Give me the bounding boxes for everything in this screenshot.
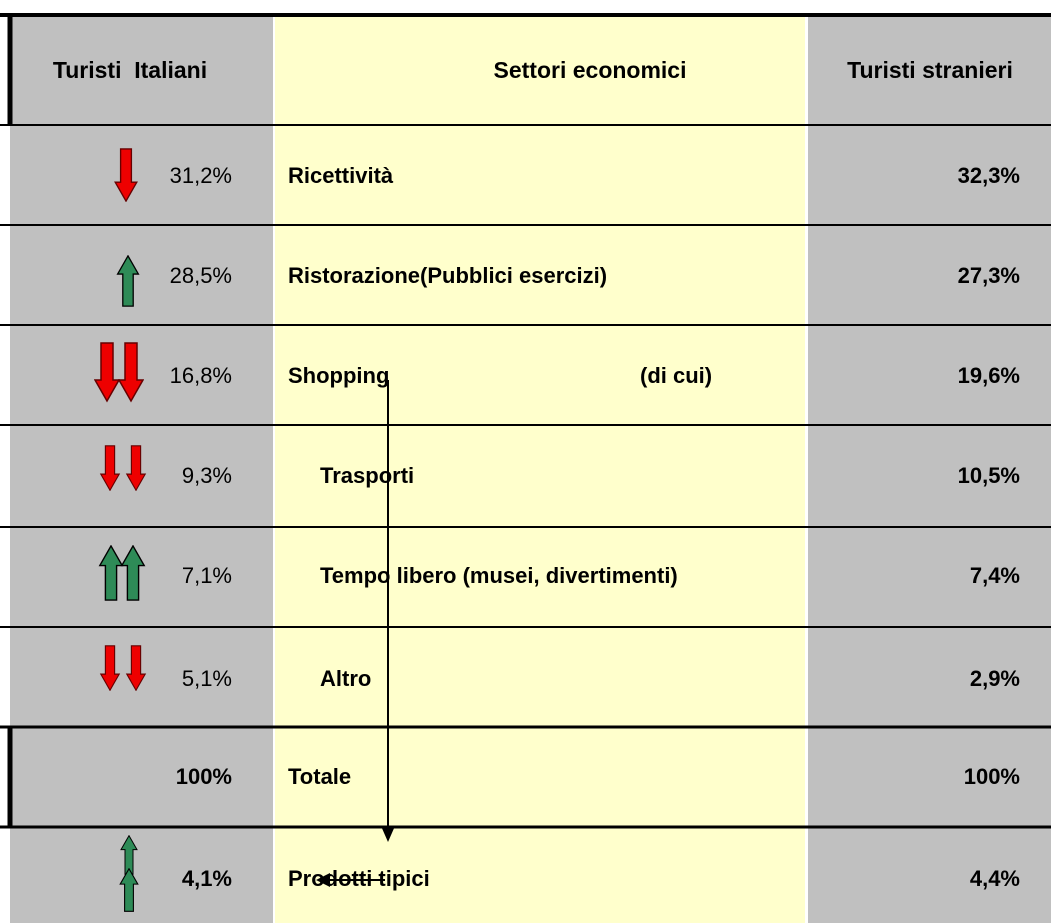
col-bg (10, 15, 273, 923)
cell-settore: Ristorazione(Pubblici esercizi) (288, 263, 607, 288)
cell-stranieri: 2,9% (970, 666, 1020, 691)
rows: 31,2% Ricettività 32,3% 28,5% Ristorazione(P… (170, 163, 1020, 891)
cell-stranieri: 10,5% (958, 463, 1020, 488)
cell-settore: Shopping (288, 363, 389, 388)
col-bg (808, 15, 1051, 923)
cell-italiani: 5,1% (182, 666, 232, 691)
header: Settori economici (494, 57, 687, 83)
header: Turisti Italiani (53, 57, 207, 83)
cell-settore: Totale (288, 764, 351, 789)
cell-italiani: 28,5% (170, 263, 232, 288)
cell-stranieri: 100% (964, 764, 1020, 789)
cell-stranieri: 7,4% (970, 563, 1020, 588)
cell-italiani: 31,2% (170, 163, 232, 188)
arrows (94, 148, 395, 912)
header: Turisti stranieri (847, 57, 1013, 83)
cell-settore: Prodotti tipici (288, 866, 430, 891)
cell-italiani: 100% (176, 764, 232, 789)
cell-settore: Tempo libero (musei, divertimenti) (320, 563, 678, 588)
borders (0, 13, 1051, 829)
cell-nota: (di cui) (640, 363, 712, 388)
cell-stranieri: 19,6% (958, 363, 1020, 388)
cell-stranieri: 4,4% (970, 866, 1020, 891)
cell-italiani: 9,3% (182, 463, 232, 488)
col-bg (275, 15, 805, 923)
cell-settore: Ricettività (288, 163, 394, 188)
cell-italiani: 4,1% (182, 866, 232, 891)
cell-italiani: 16,8% (170, 363, 232, 388)
cell-italiani: 7,1% (182, 563, 232, 588)
cell-settore: Trasporti (320, 463, 414, 488)
cell-stranieri: 32,3% (958, 163, 1020, 188)
cell-stranieri: 27,3% (958, 263, 1020, 288)
cell-settore: Altro (320, 666, 371, 691)
